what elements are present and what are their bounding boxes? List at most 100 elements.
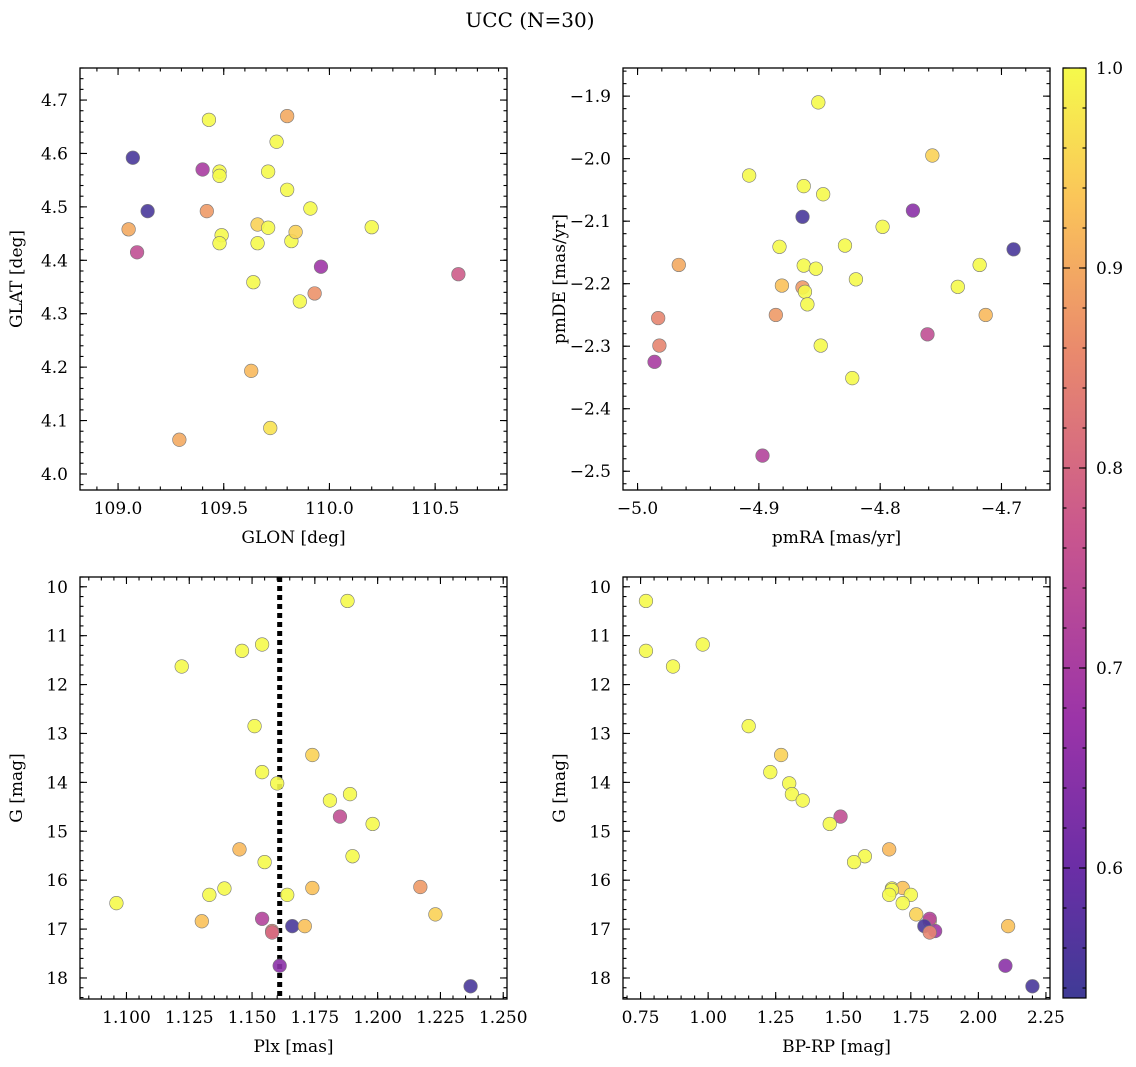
scatter-point <box>297 919 312 934</box>
scatter-point <box>895 896 910 911</box>
panel-glon-glat: 109.0 109.5 110.0 110.5 4.0 4.1 4.2 4.3 4.4 4.5 4.… <box>7 67 508 548</box>
scatter-point <box>950 279 965 294</box>
scatter-point <box>808 261 823 276</box>
x-tick-label: 1.00 <box>689 1008 727 1028</box>
ticks <box>80 576 507 999</box>
scatter-point <box>322 793 338 808</box>
x-tick-label: −4.7 <box>981 499 1022 519</box>
scatter-point <box>848 272 864 287</box>
scatter-point <box>202 887 217 902</box>
y-tick-label: 12 <box>589 676 611 696</box>
x-tick-label: −4.9 <box>738 499 779 519</box>
scatter-point <box>796 258 811 273</box>
scatter-point <box>201 112 217 127</box>
scatter-point <box>1006 242 1021 257</box>
scatter-point <box>109 896 124 911</box>
y-axis-label: GLAT [deg] <box>7 230 27 328</box>
scatter-point <box>195 162 210 177</box>
y-tick-label: 4.7 <box>41 91 68 111</box>
scatter-point <box>875 219 890 234</box>
x-tick-label: 1.200 <box>353 1008 402 1028</box>
scatter-point <box>255 911 270 926</box>
scatter-point <box>255 637 270 652</box>
axes-frame <box>622 576 1051 1000</box>
scatter-point <box>651 310 666 326</box>
x-tick-label: 1.100 <box>102 1008 151 1028</box>
y-tick-label: 14 <box>589 773 611 793</box>
scatter-point <box>292 294 307 309</box>
scatter-point <box>280 182 295 197</box>
y-tick-label: 10 <box>589 578 611 598</box>
scatter-point <box>763 765 778 780</box>
scatter-point <box>270 776 285 791</box>
scatter-point <box>920 327 935 342</box>
scatter-point <box>428 907 443 922</box>
x-tick-label: 1.175 <box>291 1008 340 1028</box>
x-tick-label: 2.00 <box>959 1008 997 1028</box>
scatter-point <box>652 338 667 353</box>
scatter-point <box>463 979 478 994</box>
scatter-point <box>816 187 831 202</box>
scatter-point <box>695 637 710 652</box>
y-axis-label: G [mag] <box>7 753 27 822</box>
panel-bprp-g: 0.75 1.00 1.25 1.50 1.75 2.00 2.25 10 11 12 13 14 15… <box>550 576 1065 1057</box>
y-tick-label: −2.2 <box>570 275 611 295</box>
scatter-point <box>451 267 466 282</box>
scatter-point <box>882 887 897 902</box>
x-tick-label: 109.5 <box>199 499 248 519</box>
ticks <box>80 67 507 490</box>
y-tick-label: 4.3 <box>41 305 68 325</box>
ticks <box>623 68 1051 490</box>
scatter-point <box>364 220 379 235</box>
y-tick-label: 10 <box>46 578 68 598</box>
scatter-point <box>285 919 300 934</box>
scatter-point <box>742 168 757 183</box>
scatter-point <box>212 168 227 184</box>
scatter-point <box>265 925 280 940</box>
y-tick-label: 15 <box>46 822 68 842</box>
scatter-point <box>905 203 921 218</box>
colorbar: 0.6 0.7 0.8 0.9 1.0 <box>1062 59 1123 999</box>
scatter-point <box>129 245 145 260</box>
scatter-point <box>172 432 187 447</box>
scatter-point <box>774 278 790 293</box>
scatter-point <box>638 643 654 658</box>
scatter-point <box>272 958 287 973</box>
colorbar-tick-label: 0.8 <box>1096 459 1123 479</box>
scatter-point <box>768 307 783 323</box>
y-tick-label: 11 <box>589 627 611 647</box>
scatter-point <box>280 108 295 124</box>
scatter-point <box>244 363 259 378</box>
y-tick-label: 16 <box>589 871 611 891</box>
x-tick-label: 0.75 <box>622 1008 660 1028</box>
scatter-point <box>665 659 681 674</box>
scatter-point <box>922 925 937 940</box>
scatter-point <box>647 354 662 369</box>
axes-frame <box>79 576 508 1000</box>
y-tick-label: −2.4 <box>570 400 611 420</box>
scatter-point <box>845 370 860 386</box>
x-tick-label: 1.225 <box>416 1008 465 1028</box>
x-tick-label: 1.150 <box>228 1008 277 1028</box>
y-tick-label: −2.1 <box>570 212 611 232</box>
y-tick-label: −2.3 <box>570 337 611 357</box>
scatter-point <box>784 787 800 802</box>
scatter-point <box>303 201 318 216</box>
scatter-point <box>822 816 837 832</box>
scatter-point <box>340 593 355 609</box>
scatter-point <box>796 179 811 194</box>
scatter-point <box>978 307 993 323</box>
scatter-point <box>909 907 924 922</box>
scatter-point <box>846 854 862 870</box>
scatter-point <box>269 134 284 149</box>
scatter-point <box>837 238 853 253</box>
scatter-point <box>365 816 380 832</box>
scatter-point <box>1001 919 1016 934</box>
scatter-point <box>217 881 232 896</box>
x-axis-label: GLON [deg] <box>241 528 345 548</box>
x-tick-label: −4.8 <box>860 499 901 519</box>
scatter-point <box>261 164 276 179</box>
scatter-point <box>247 719 262 734</box>
y-tick-label: 4.5 <box>41 198 68 218</box>
y-tick-label: 11 <box>46 627 68 647</box>
